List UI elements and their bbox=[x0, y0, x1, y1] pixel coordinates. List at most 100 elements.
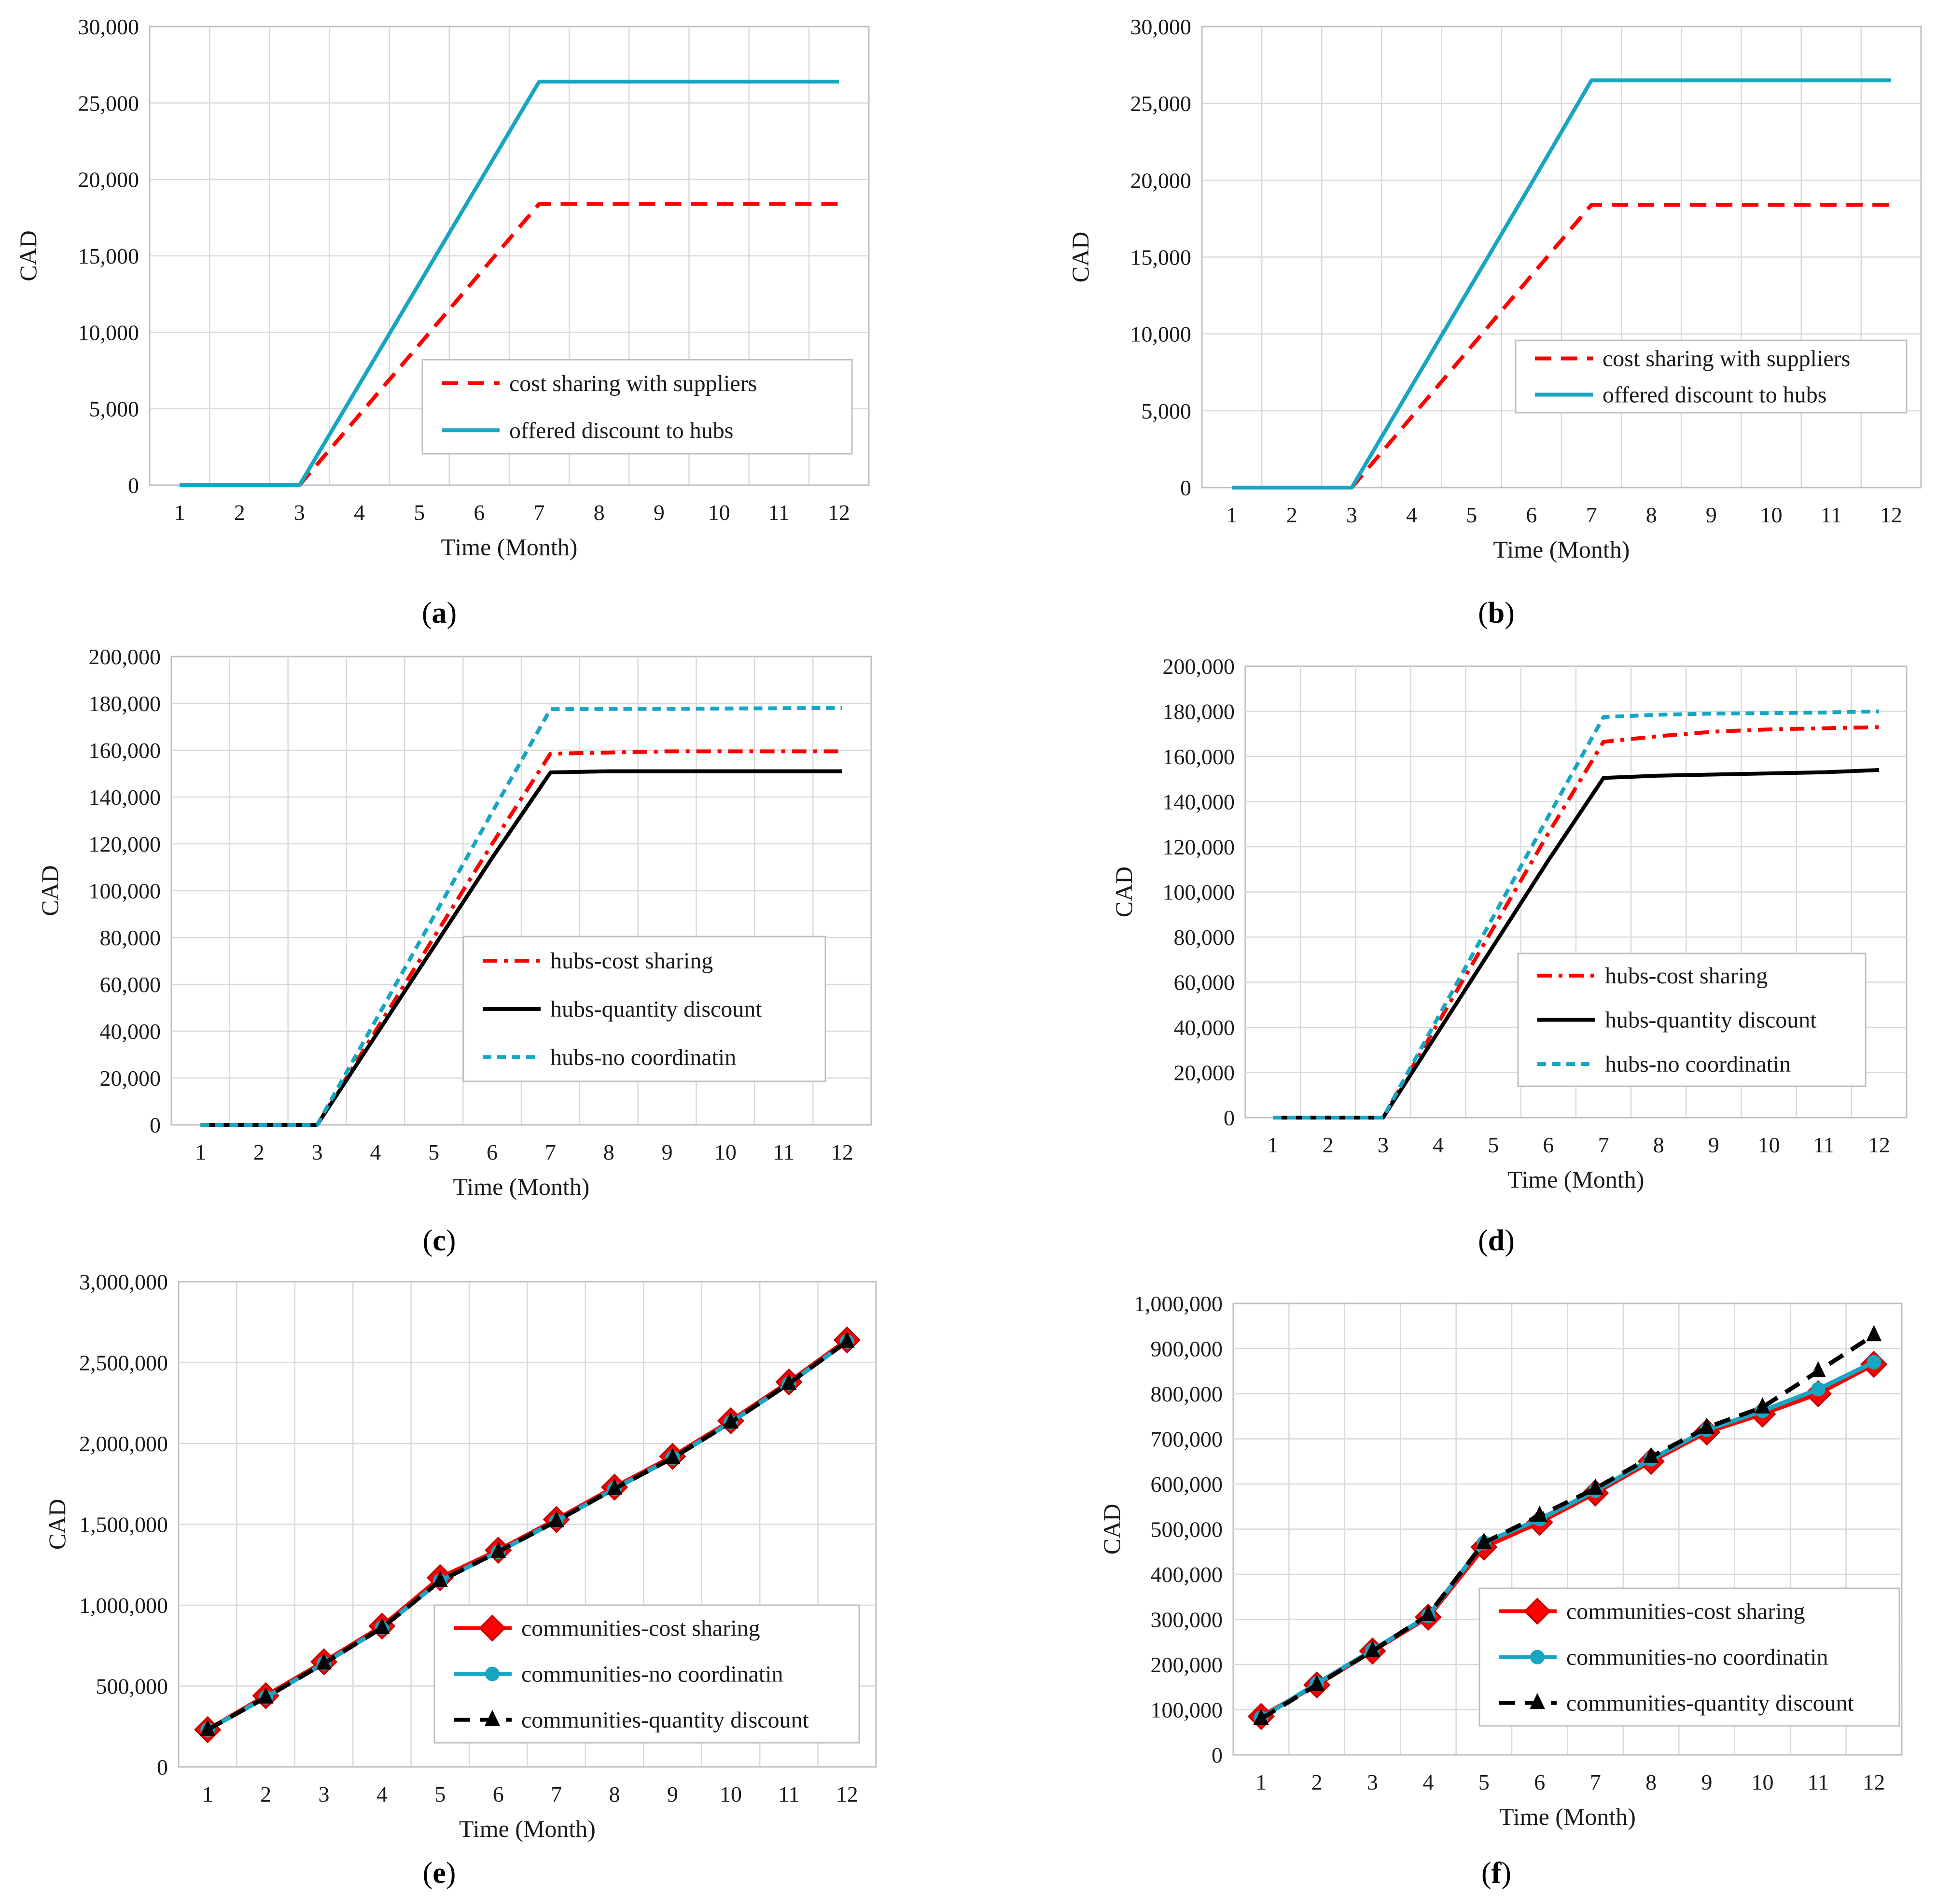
caption-open-paren: ( bbox=[423, 1857, 433, 1890]
series-line bbox=[180, 80, 839, 487]
x-tick-label: 11 bbox=[778, 1782, 799, 1806]
legend-box bbox=[421, 359, 853, 455]
y-tick-label: 60,000 bbox=[100, 972, 161, 997]
chart-panel-c: 0 20,000 40,000 60,000 80,000 100,000 120,000 1… bbox=[36, 644, 872, 1257]
x-tick-label: 2 bbox=[1286, 503, 1297, 527]
caption-close-paren: ) bbox=[446, 1224, 456, 1257]
data-point bbox=[258, 1687, 274, 1704]
legend-label: hubs-no coordinatin bbox=[550, 1045, 736, 1070]
y-tick-label: 400,000 bbox=[1151, 1562, 1223, 1587]
legend-label: cost sharing with suppliers bbox=[509, 371, 757, 396]
x-tick-label: 3 bbox=[1346, 503, 1357, 527]
data-point bbox=[1867, 1355, 1881, 1370]
x-tick-label: 3 bbox=[1378, 1133, 1389, 1157]
legend-marker bbox=[485, 1709, 500, 1726]
x-tick-label: 7 bbox=[551, 1782, 562, 1806]
y-tick-label: 30,000 bbox=[1130, 14, 1192, 39]
data-point bbox=[665, 1448, 681, 1464]
series-communities-quantity-discount bbox=[200, 1331, 855, 1736]
x-tick-label: 9 bbox=[1701, 1770, 1713, 1794]
legend-label: cost sharing with suppliers bbox=[1603, 346, 1850, 372]
x-tick-label: 10 bbox=[720, 1782, 742, 1806]
data-point bbox=[1365, 1641, 1380, 1657]
y-tick-label: 0 bbox=[1212, 1743, 1223, 1767]
data-point bbox=[781, 1373, 797, 1390]
x-tick-label: 12 bbox=[1863, 1770, 1885, 1794]
x-tick-label: 7 bbox=[1598, 1133, 1609, 1157]
y-tick-label: 20,000 bbox=[1174, 1061, 1235, 1085]
y-tick-label: 3,000,000 bbox=[79, 1270, 168, 1294]
y-tick-label: 80,000 bbox=[100, 925, 161, 950]
y-axis-title: CAD bbox=[1067, 232, 1094, 283]
x-tick-label: 2 bbox=[234, 500, 245, 525]
panel-caption: (c) bbox=[423, 1224, 456, 1257]
y-tick-label: 140,000 bbox=[89, 785, 161, 810]
caption-close-paren: ) bbox=[1505, 597, 1515, 630]
x-tick-label: 9 bbox=[654, 500, 665, 525]
x-tick-label: 7 bbox=[1590, 1770, 1601, 1794]
series-hubs-no-coordinatin bbox=[200, 706, 842, 1127]
series-line bbox=[200, 706, 842, 1127]
x-tick-label: 2 bbox=[260, 1782, 271, 1806]
caption-open-paren: ( bbox=[1478, 1224, 1488, 1257]
x-axis-title: Time (Month) bbox=[441, 533, 578, 560]
y-tick-label: 180,000 bbox=[89, 691, 161, 716]
y-tick-label: 5,000 bbox=[1142, 399, 1192, 423]
series-hubs-quantity-discount bbox=[1273, 768, 1880, 1120]
y-tick-label: 100,000 bbox=[1151, 1698, 1223, 1722]
caption-open-paren: ( bbox=[423, 1224, 433, 1257]
series-offered-discount-to-hubs bbox=[1232, 78, 1891, 490]
x-tick-label: 8 bbox=[594, 500, 605, 525]
x-tick-label: 12 bbox=[836, 1782, 858, 1806]
caption-close-paren: ) bbox=[446, 1857, 456, 1890]
y-tick-label: 20,000 bbox=[78, 168, 139, 192]
data-point bbox=[1755, 1397, 1770, 1414]
x-tick-label: 9 bbox=[667, 1782, 678, 1806]
legend-label: hubs-quantity discount bbox=[1605, 1008, 1817, 1033]
y-tick-label: 700,000 bbox=[1151, 1427, 1223, 1452]
panel-caption: (a) bbox=[422, 597, 457, 630]
x-tick-label: 1 bbox=[1226, 503, 1238, 527]
x-tick-label: 4 bbox=[1422, 1770, 1434, 1794]
legend-label: hubs-cost sharing bbox=[550, 948, 713, 974]
caption-letter: c bbox=[432, 1224, 446, 1257]
chart-panel-e: 0 500,000 1,000,000 1,500,000 2,000,000 2,500… bbox=[43, 1270, 877, 1890]
series-line bbox=[1232, 78, 1891, 490]
y-tick-label: 0 bbox=[1180, 476, 1191, 500]
legend-box bbox=[1515, 339, 1908, 414]
x-tick-label: 3 bbox=[294, 500, 305, 525]
data-point bbox=[839, 1331, 855, 1348]
legend: cost sharing with suppliers offered disco… bbox=[1515, 339, 1908, 414]
x-tick-label: 11 bbox=[1808, 1770, 1829, 1794]
x-tick-label: 1 bbox=[174, 500, 185, 525]
legend-label: communities-no coordinatin bbox=[521, 1662, 783, 1687]
x-tick-label: 8 bbox=[1645, 1770, 1657, 1794]
y-tick-label: 20,000 bbox=[1130, 168, 1192, 193]
caption-open-paren: ( bbox=[422, 597, 432, 630]
x-tick-label: 1 bbox=[195, 1140, 206, 1164]
x-tick-label: 12 bbox=[1880, 503, 1902, 527]
legend-label: communities-cost sharing bbox=[1566, 1599, 1805, 1624]
legend-label: communities-quantity discount bbox=[1566, 1691, 1854, 1716]
x-tick-label: 6 bbox=[474, 500, 485, 525]
y-tick-label: 40,000 bbox=[1174, 1015, 1235, 1040]
panel-caption: (e) bbox=[423, 1857, 456, 1890]
legend: communities-cost sharing communities-no c… bbox=[1478, 1587, 1900, 1727]
data-point bbox=[1643, 1447, 1659, 1463]
caption-letter: d bbox=[1488, 1224, 1505, 1257]
x-tick-label: 6 bbox=[1534, 1770, 1545, 1794]
y-axis-title: CAD bbox=[14, 230, 42, 281]
y-tick-label: 80,000 bbox=[1174, 925, 1235, 950]
x-tick-label: 2 bbox=[253, 1140, 265, 1164]
panel-caption: (d) bbox=[1478, 1224, 1515, 1257]
data-point bbox=[723, 1412, 739, 1429]
y-tick-label: 600,000 bbox=[1151, 1472, 1223, 1497]
legend: hubs-cost sharing hubs-quantity discount h… bbox=[462, 936, 826, 1082]
legend-marker bbox=[478, 1614, 506, 1642]
data-point bbox=[1588, 1478, 1603, 1495]
series-line bbox=[1273, 768, 1880, 1120]
y-axis-title: CAD bbox=[1098, 1504, 1125, 1555]
y-tick-label: 2,000,000 bbox=[79, 1431, 168, 1456]
y-tick-label: 100,000 bbox=[1163, 880, 1235, 905]
y-tick-label: 25,000 bbox=[78, 91, 139, 115]
